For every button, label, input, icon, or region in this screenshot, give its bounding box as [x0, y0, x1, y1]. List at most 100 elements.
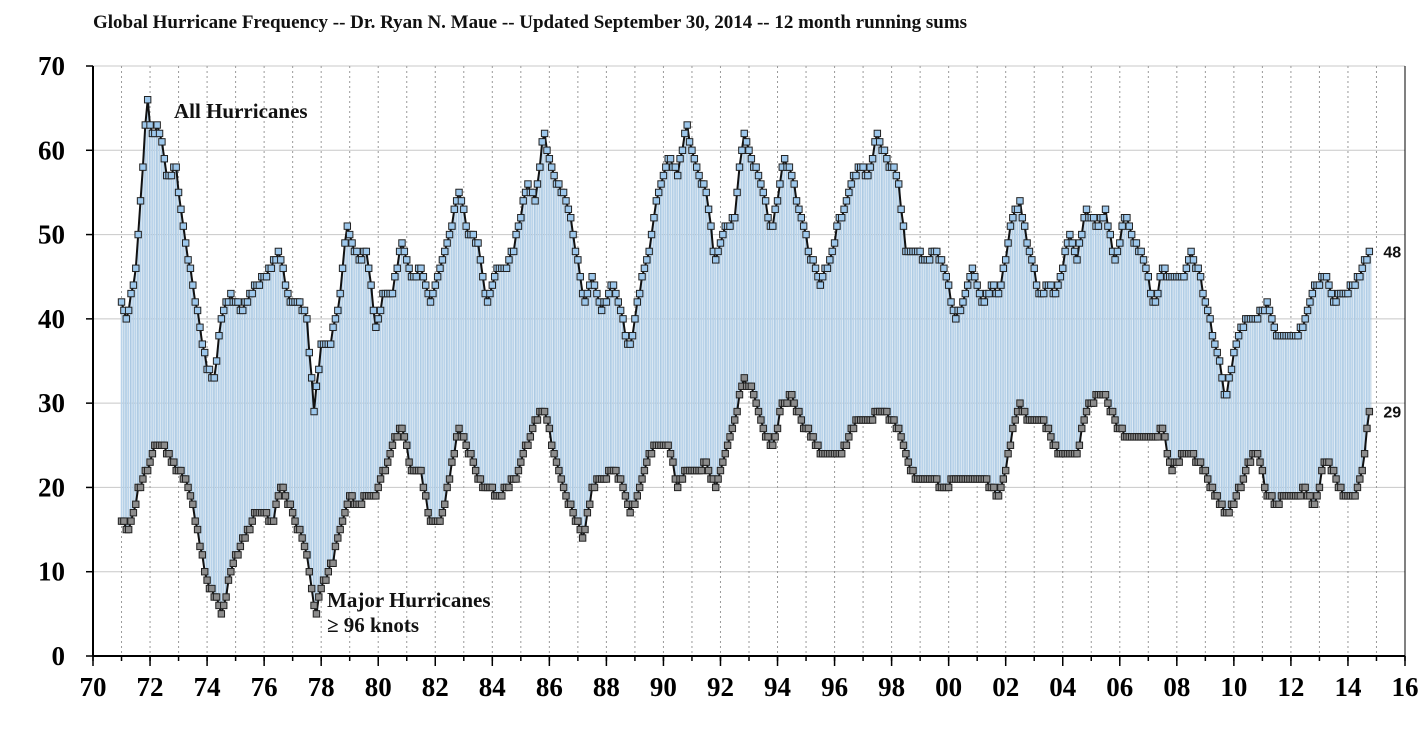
all-hurricanes-point	[134, 230, 142, 239]
all-hurricanes-point	[1054, 281, 1062, 289]
x-tick-label: 96	[821, 672, 848, 702]
x-tick-label: 76	[251, 672, 278, 702]
major-hurricanes-point	[170, 458, 178, 466]
major-hurricanes-point	[721, 450, 729, 458]
major-hurricanes-point	[569, 509, 577, 517]
major-hurricanes-point	[714, 475, 722, 483]
all-hurricanes-point	[621, 332, 630, 340]
all-hurricanes-point	[643, 256, 651, 264]
major-hurricanes-point	[1301, 483, 1309, 492]
major-hurricanes-point	[578, 534, 587, 542]
all-hurricanes-point	[305, 348, 313, 357]
all-hurricanes-point	[847, 180, 855, 188]
major-hurricanes-point	[1175, 458, 1183, 466]
major-hurricanes-point	[559, 483, 568, 492]
all-hurricanes-point	[899, 222, 908, 230]
y-tick-label: 70	[38, 51, 65, 81]
major-hurricanes-point	[904, 458, 912, 466]
major-hurricanes-point	[1242, 466, 1250, 475]
major-hurricanes-point	[184, 483, 192, 492]
all-hurricanes-point	[345, 230, 354, 239]
major-hurricanes-point	[533, 416, 542, 424]
major-hurricanes-point	[842, 441, 851, 449]
x-tick-label: 00	[935, 672, 962, 702]
major-hurricanes-point	[272, 500, 280, 508]
all-hurricanes-point	[785, 163, 794, 171]
all-hurricanes-point	[122, 315, 130, 323]
major-hurricanes-point	[514, 466, 523, 475]
major-hurricanes-point	[1104, 399, 1112, 407]
major-hurricanes-point	[1318, 466, 1326, 475]
major-hurricanes-point	[220, 601, 228, 610]
major-hurricanes-point	[712, 483, 720, 492]
major-hurricanes-point	[1268, 492, 1276, 500]
all-hurricanes-point	[1016, 197, 1024, 205]
all-hurricanes-point	[426, 298, 435, 306]
major-hurricanes-point	[388, 441, 397, 449]
all-hurricanes-point	[1187, 247, 1195, 256]
x-tick-label: 74	[194, 672, 221, 702]
all-hurricanes-point	[968, 264, 977, 272]
all-hurricanes-point	[1303, 306, 1312, 315]
all-hurricanes-point	[479, 273, 487, 281]
all-hurricanes-point	[1030, 264, 1038, 272]
major-hurricanes-point	[702, 458, 710, 466]
major-hurricanes-point	[455, 424, 463, 433]
all-hurricanes-point	[583, 289, 592, 298]
major-hurricanes-point	[296, 525, 304, 534]
all-hurricanes-point	[937, 256, 946, 264]
all-hurricanes-point	[567, 214, 575, 222]
major-hurricanes-point	[747, 382, 756, 390]
all-hurricanes-point	[816, 281, 825, 289]
major-hurricanes-point	[783, 399, 791, 407]
all-hurricanes-point	[419, 273, 428, 281]
y-tick-label: 30	[38, 388, 65, 418]
major-hurricanes-point	[1101, 391, 1110, 399]
all-hurricanes-point	[647, 230, 656, 239]
all-hurricanes-point	[531, 197, 539, 205]
all-hurricanes-point	[174, 188, 183, 197]
all-hurricanes-point	[757, 180, 765, 188]
all-hurricanes-point	[726, 222, 734, 230]
major-hurricanes-point	[716, 466, 725, 475]
all-hurricanes-point	[279, 264, 287, 272]
all-hurricanes-point	[704, 205, 713, 213]
major-hurricanes-point	[631, 500, 639, 508]
all-hurricanes-point	[1344, 289, 1352, 298]
all-hurricanes-point	[564, 205, 573, 213]
all-hurricanes-point	[365, 264, 373, 272]
all-hurricanes-point	[460, 205, 468, 213]
x-tick-label: 94	[764, 672, 791, 702]
all-hurricanes-point	[455, 188, 463, 197]
x-tick-label: 12	[1277, 672, 1304, 702]
all-hurricanes-point	[590, 281, 599, 289]
all-hurricanes-point	[1365, 247, 1374, 256]
major-hurricanes-point	[136, 483, 145, 492]
all-hurricanes-point	[747, 155, 756, 163]
major-hurricanes-point	[189, 500, 197, 508]
all-hurricanes-point	[956, 306, 965, 315]
major-hurricanes-point	[208, 584, 216, 593]
all-hurricanes-point	[1068, 239, 1076, 247]
x-tick-label: 14	[1334, 672, 1361, 702]
all-hurricanes-point	[804, 247, 813, 256]
major-hurricanes-point	[590, 483, 599, 492]
x-tick-label: 06	[1106, 672, 1133, 702]
major-hurricanes-point	[552, 458, 561, 466]
all-hurricanes-point	[690, 155, 699, 163]
major-hurricanes-point	[198, 551, 207, 559]
major-hurricanes-point	[519, 450, 527, 458]
major-hurricanes-point	[191, 517, 199, 525]
major-hurricanes-point	[148, 450, 157, 458]
major-hurricanes-point	[621, 492, 630, 500]
all-hurricanes-point	[947, 298, 955, 306]
major-hurricanes-point	[1011, 416, 1019, 424]
all-hurricanes-point	[136, 197, 145, 205]
all-hurricanes-point	[1180, 273, 1188, 281]
all-hurricanes-point	[1299, 323, 1307, 331]
major-hurricanes-point	[424, 509, 432, 517]
all-hurricanes-point	[700, 180, 708, 188]
all-hurricanes-point	[638, 273, 646, 281]
all-hurricanes-point	[184, 256, 192, 264]
